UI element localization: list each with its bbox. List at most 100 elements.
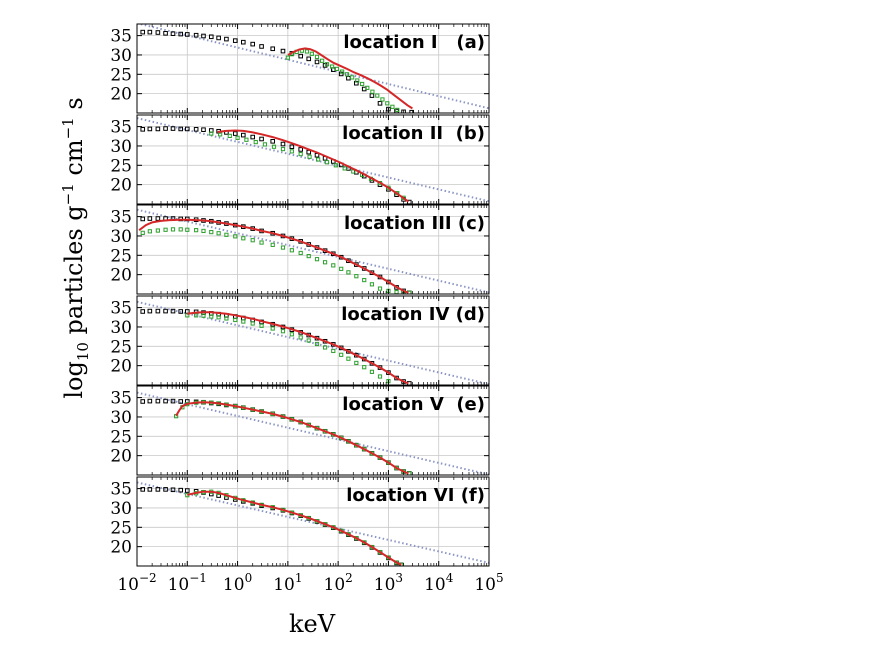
y-tick-label: 35	[110, 389, 132, 409]
black-marker	[409, 109, 414, 113]
green-marker	[307, 154, 312, 159]
black-marker	[155, 308, 161, 314]
black-marker	[208, 34, 214, 40]
panel-label: location II (b)	[342, 123, 485, 144]
green-marker	[155, 228, 160, 233]
x-tick-label: 100	[223, 571, 252, 595]
green-marker	[250, 238, 255, 243]
y-tick-label: 20	[110, 266, 132, 286]
green-marker	[235, 135, 240, 140]
black-marker	[346, 75, 351, 81]
black-marker	[163, 30, 168, 36]
plot-area	[137, 300, 489, 385]
green-marker	[339, 266, 344, 271]
x-tick-label: 10−2	[117, 571, 156, 595]
panel-frame	[136, 295, 490, 386]
black-marker	[170, 398, 176, 404]
green-marker	[259, 323, 264, 328]
reference-line	[137, 391, 489, 475]
green-marker	[185, 313, 190, 318]
black-marker	[178, 309, 184, 314]
green-marker	[370, 89, 375, 94]
black-marker	[184, 32, 190, 37]
green-marker	[194, 313, 199, 318]
reference-line	[137, 481, 489, 564]
green-marker	[271, 144, 277, 149]
green-marker	[298, 250, 303, 256]
black-marker	[377, 101, 383, 106]
black-marker	[140, 399, 146, 404]
black-marker	[170, 126, 176, 131]
black-marker	[147, 29, 153, 35]
green-marker	[369, 369, 375, 374]
black-marker	[155, 30, 161, 35]
y-tick-label: 25	[110, 246, 132, 266]
green-marker	[306, 253, 311, 259]
reference-line	[137, 117, 489, 203]
black-marker	[147, 487, 153, 492]
panel-frame	[136, 114, 490, 205]
black-marker	[216, 35, 221, 41]
green-marker	[340, 69, 345, 74]
y-tick-label: 25	[110, 518, 132, 538]
green-marker	[330, 64, 335, 69]
green-marker	[369, 282, 375, 287]
green-marker	[394, 289, 399, 294]
red-line	[138, 218, 409, 294]
y-tick-label: 20	[110, 85, 132, 105]
green-marker	[241, 236, 246, 241]
black-marker	[140, 216, 146, 222]
black-marker	[232, 131, 238, 136]
green-marker	[360, 81, 365, 87]
black-marker	[193, 32, 199, 38]
green-marker	[322, 345, 328, 350]
green-marker	[253, 139, 258, 145]
panel-label: location I (a)	[343, 32, 485, 53]
x-tick-labels: 10−2 10−1 100 101 102 103 104 105	[117, 571, 503, 595]
green-marker	[194, 228, 199, 233]
x-tick-label: 105	[474, 571, 503, 595]
y-tick-label: 30	[110, 408, 132, 428]
green-marker	[304, 49, 310, 54]
green-marker	[380, 97, 385, 102]
green-marker	[334, 66, 340, 71]
y-tick-label: 25	[110, 427, 132, 447]
green-marker	[262, 142, 268, 147]
green-marker	[285, 55, 290, 60]
green-marker	[289, 332, 294, 337]
panel-frame	[136, 476, 490, 567]
y-tick-label: 35	[110, 118, 132, 138]
black-marker	[178, 31, 184, 37]
green-marker	[375, 93, 380, 98]
green-marker	[322, 260, 328, 265]
x-tick-label: 101	[273, 571, 302, 595]
black-marker	[140, 127, 146, 132]
red-line	[175, 401, 409, 475]
black-marker	[147, 398, 153, 404]
black-marker	[354, 80, 359, 86]
black-marker	[147, 126, 153, 132]
panel-label: location III (c)	[344, 213, 485, 234]
black-marker	[155, 216, 161, 221]
green-marker	[354, 360, 359, 366]
black-marker	[170, 31, 176, 36]
green-marker	[259, 240, 264, 245]
panel-frame	[136, 385, 490, 476]
green-marker	[224, 316, 229, 321]
green-marker	[147, 229, 152, 234]
green-marker	[140, 230, 145, 235]
green-marker	[324, 62, 330, 67]
green-marker	[209, 314, 214, 319]
green-marker	[289, 149, 294, 154]
green-marker	[209, 229, 214, 235]
green-marker	[346, 356, 351, 361]
panel-label: location VI (f)	[346, 485, 485, 506]
green-marker	[333, 163, 338, 168]
green-marker	[355, 78, 360, 83]
green-marker	[201, 228, 206, 234]
black-marker	[170, 487, 176, 493]
red-line	[187, 311, 409, 385]
